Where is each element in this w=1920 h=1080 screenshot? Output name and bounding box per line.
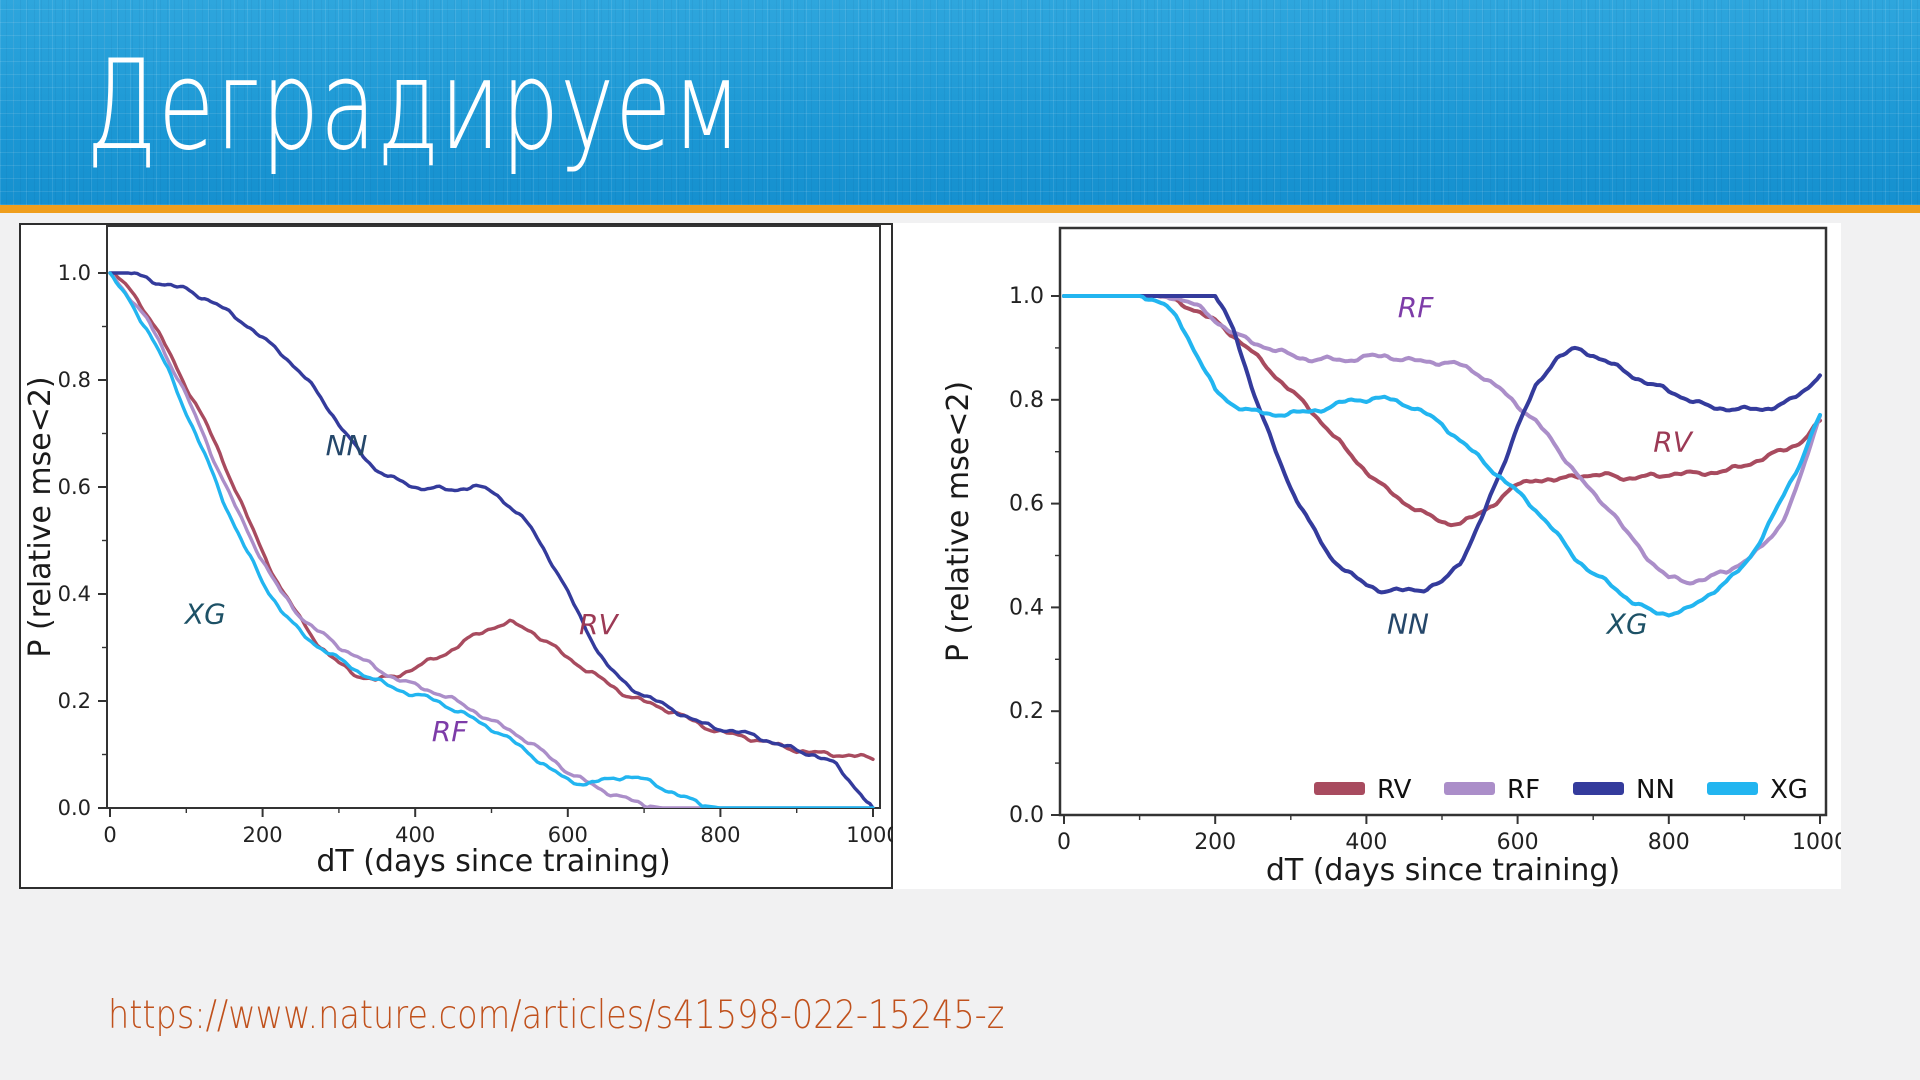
- right-figure-panel: 0 200 400 600 800 1000 1.0 0.8 0.6 0.4 0.2 0.0 dT (d…: [893, 223, 1841, 889]
- legend-swatch-NN: [1573, 782, 1624, 795]
- x-tick-label: 200: [243, 823, 283, 847]
- slide-title: Деградируем: [86, 34, 743, 178]
- curve-label-RV: RV: [1653, 426, 1693, 459]
- y-tick-label: 0.0: [58, 796, 91, 820]
- x-axis-label: dT (days since training): [316, 844, 670, 879]
- left-chart: 0 200 400 600 800 1000 1.0 0.8 0.6 0.4 0.2 0.0 dT (d…: [23, 225, 893, 879]
- legend-label-NN: NN: [1636, 775, 1675, 805]
- y-tick-label: 0.6: [1009, 492, 1044, 517]
- y-tick-label: 0.4: [1009, 595, 1044, 620]
- slide-header: Деградируем: [0, 0, 1920, 205]
- header-accent-bar: [0, 205, 1920, 213]
- y-tick-label: 0.4: [58, 582, 91, 606]
- curve-label-XG: XG: [183, 597, 226, 630]
- y-axis-label: P (relative mse<2): [23, 376, 58, 657]
- x-tick-label: 200: [1194, 830, 1236, 855]
- series-XG: [108, 271, 875, 808]
- x-tick-label: 400: [395, 823, 435, 847]
- legend: RV RF NN XG: [1314, 775, 1808, 805]
- curve-label-RF: RF: [432, 715, 468, 748]
- x-tick-label: 800: [1648, 830, 1690, 855]
- source-link[interactable]: https://www.nature.com/articles/s41598-0…: [108, 993, 1005, 1038]
- left-figure-panel: 0 200 400 600 800 1000 1.0 0.8 0.6 0.4 0.2 0.0 dT (d…: [19, 223, 893, 889]
- legend-label-XG: XG: [1770, 775, 1808, 805]
- y-tick-label: 0.8: [58, 368, 91, 392]
- series-NN: [1062, 294, 1822, 595]
- series-RF: [1062, 294, 1822, 586]
- x-tick-label: 800: [700, 823, 740, 847]
- curve-label-NN: NN: [1387, 607, 1429, 640]
- x-tick-label: 400: [1345, 830, 1387, 855]
- y-tick-label: 1.0: [58, 261, 91, 285]
- curve-label-NN: NN: [326, 429, 368, 462]
- x-tick-label: 600: [548, 823, 588, 847]
- axis-ticks: 0 200 400 600 800 1000 1.0 0.8 0.6 0.4 0.2 0.0: [58, 261, 893, 847]
- axis-ticks: 0 200 400 600 800 1000 1.0 0.8 0.6 0.4 0.2 0.0: [1009, 284, 1841, 855]
- y-tick-label: 1.0: [1009, 284, 1044, 309]
- x-axis-label: dT (days since training): [1266, 853, 1620, 888]
- curve-label-XG: XG: [1605, 607, 1648, 640]
- series-RV: [108, 271, 875, 761]
- y-tick-label: 0.2: [1009, 699, 1044, 724]
- series-XG: [1062, 294, 1822, 618]
- x-tick-label: 600: [1497, 830, 1539, 855]
- axes-frame: [1058, 226, 1828, 817]
- y-tick-label: 0.6: [58, 475, 91, 499]
- legend-swatch-RF: [1444, 782, 1495, 795]
- right-chart: 0 200 400 600 800 1000 1.0 0.8 0.6 0.4 0.2 0.0 dT (d…: [941, 226, 1841, 888]
- legend-swatch-XG: [1707, 782, 1758, 795]
- x-tick-label: 1000: [1792, 830, 1841, 855]
- y-tick-label: 0.2: [58, 689, 91, 713]
- curve-label-RV: RV: [579, 608, 619, 641]
- y-tick-label: 0.0: [1009, 803, 1044, 828]
- legend-label-RV: RV: [1377, 775, 1412, 805]
- x-tick-label: 1000: [846, 823, 893, 847]
- legend-label-RF: RF: [1507, 775, 1540, 805]
- curve-label-RF: RF: [1398, 291, 1434, 324]
- x-tick-label: 0: [103, 823, 116, 847]
- y-axis-label: P (relative mse<2): [941, 381, 976, 662]
- series-NN: [108, 271, 875, 808]
- axes-frame: [106, 225, 881, 809]
- y-tick-label: 0.8: [1009, 388, 1044, 413]
- series-RF: [108, 271, 875, 808]
- legend-swatch-RV: [1314, 782, 1365, 795]
- x-tick-label: 0: [1057, 830, 1071, 855]
- series-RV: [1062, 294, 1822, 528]
